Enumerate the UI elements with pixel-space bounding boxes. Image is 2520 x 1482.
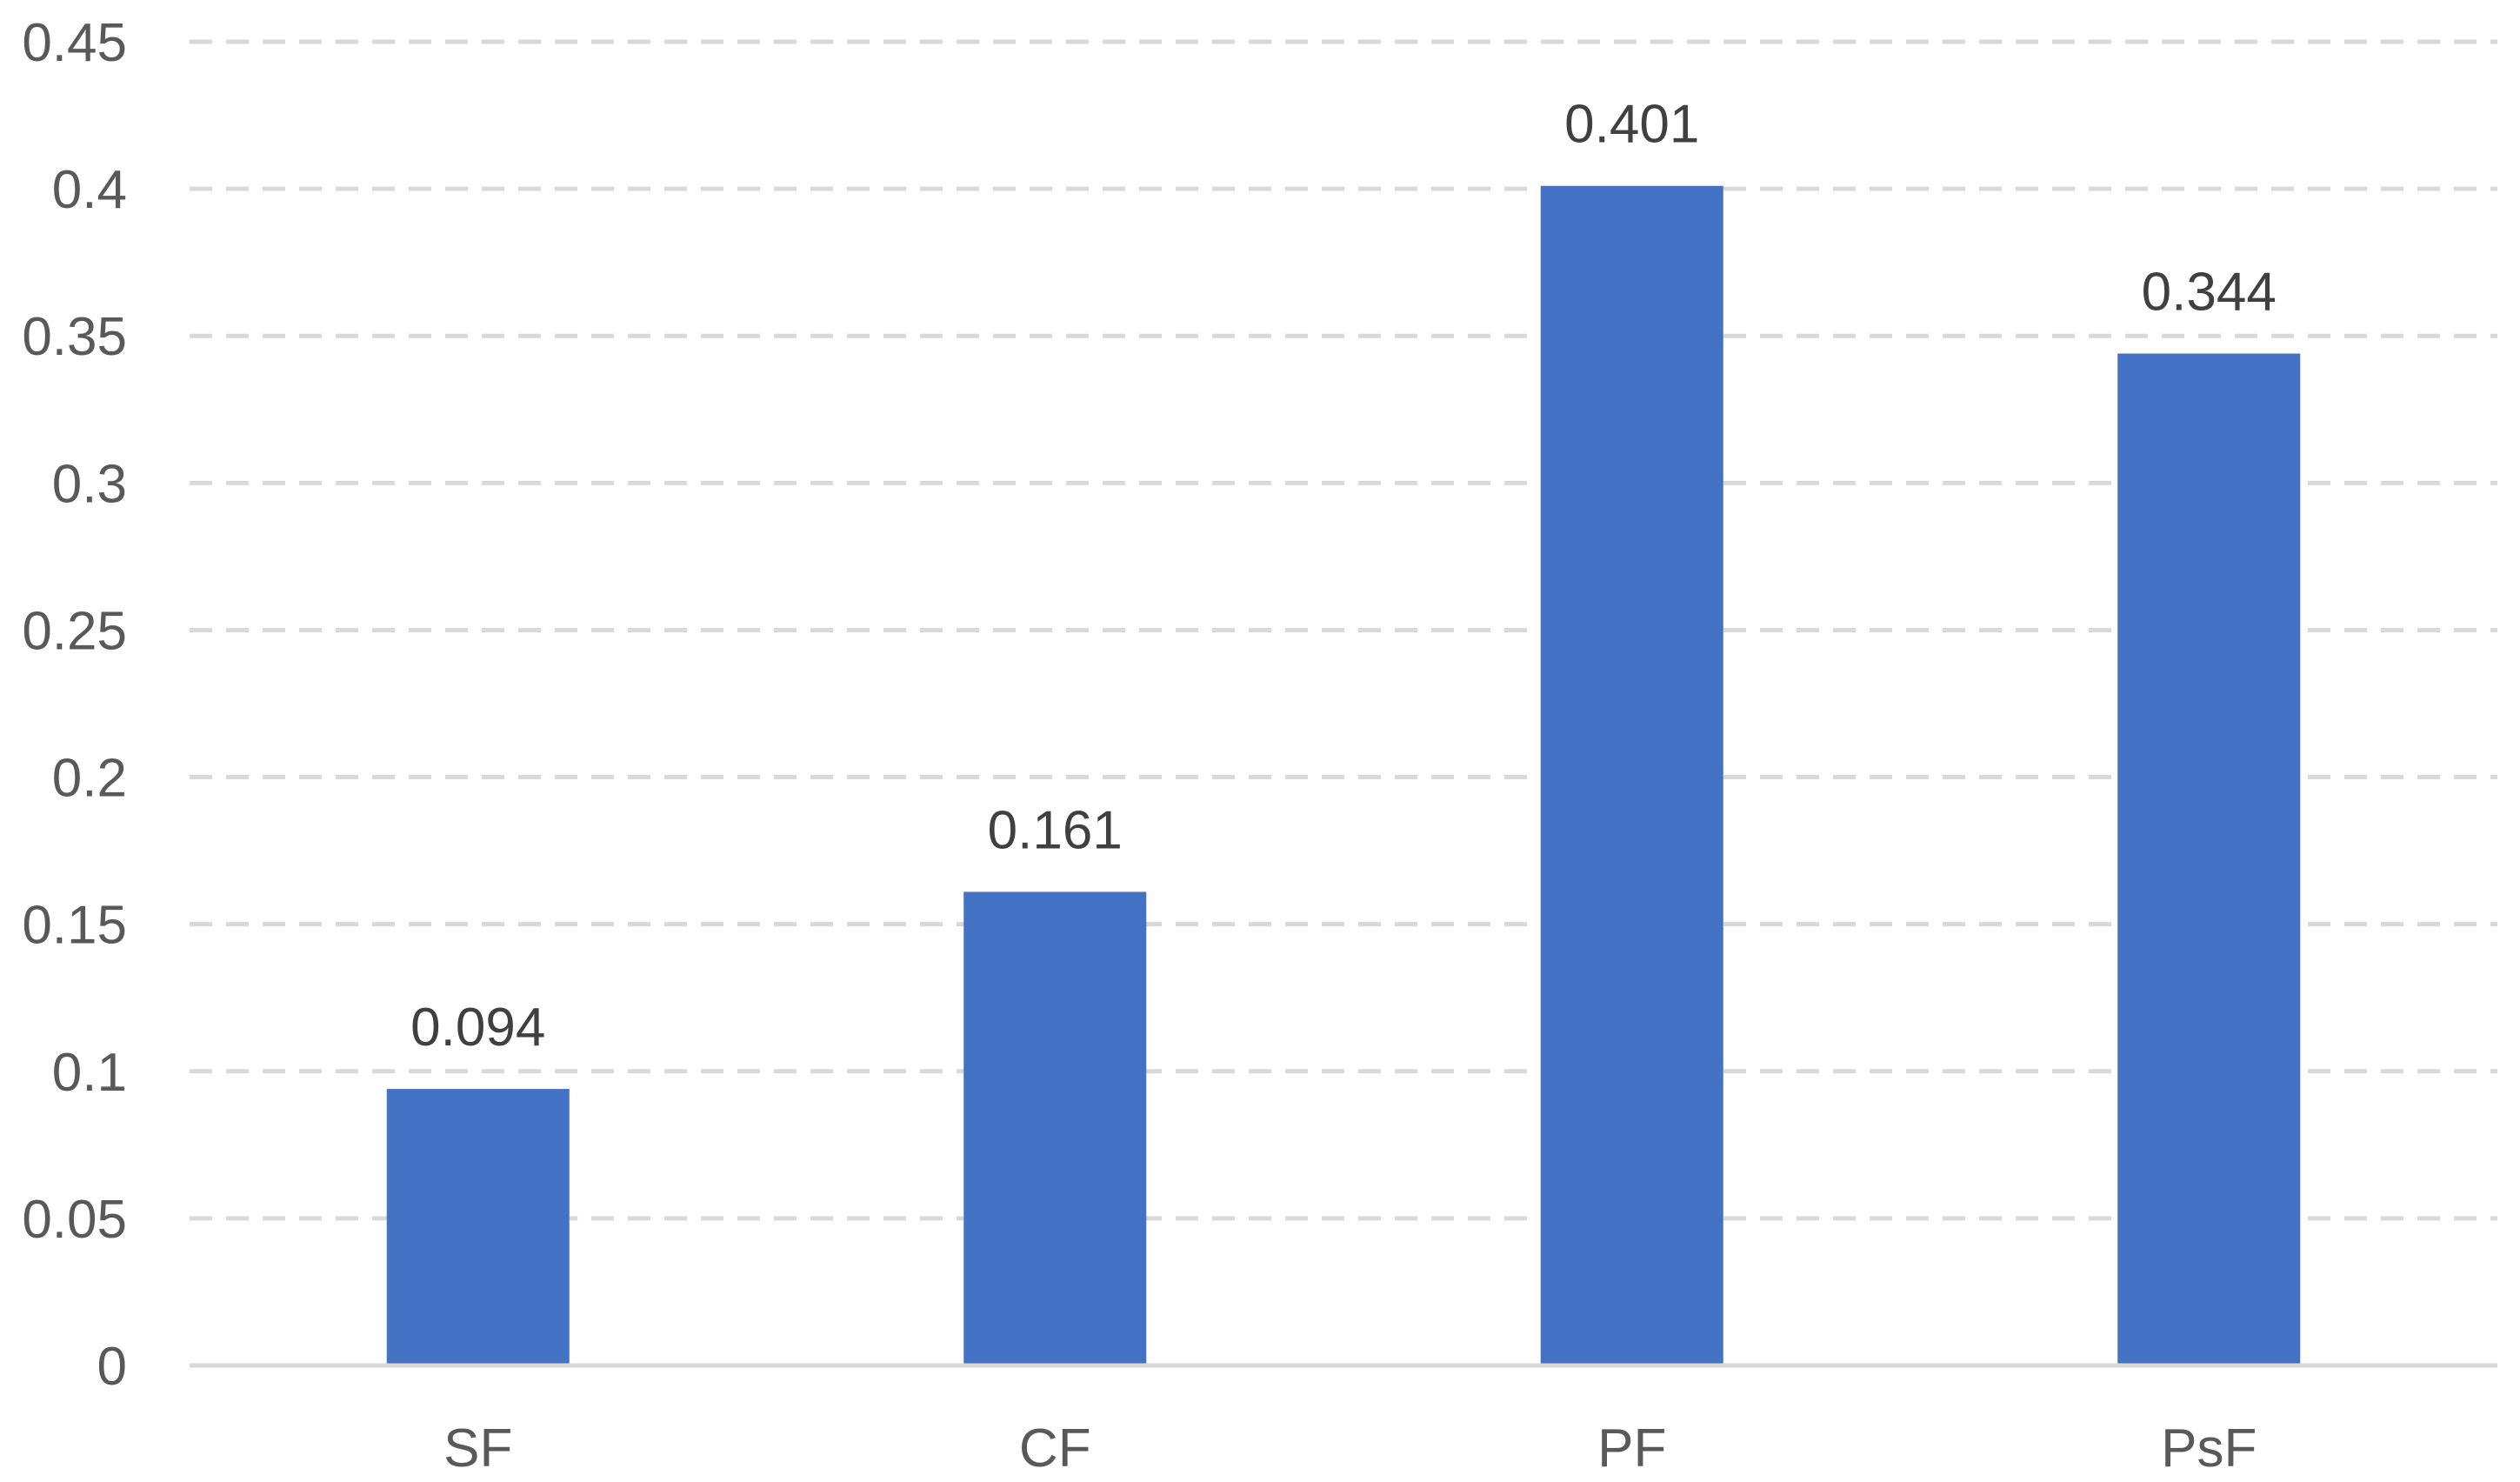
x-tick-label-cf: CF [1019,1419,1091,1479]
y-tick-label: 0.3 [52,454,127,514]
x-axis-category-labels: SF CF PF PsF [443,1419,2257,1479]
data-labels: 0.094 0.161 0.401 0.344 [410,95,2277,1058]
bar-pf [1540,185,1723,1365]
data-label-psf: 0.344 [2142,263,2277,323]
y-tick-label: 0.2 [52,749,127,809]
x-tick-label-psf: PsF [2161,1419,2257,1479]
x-tick-label-pf: PF [1597,1419,1666,1479]
y-tick-label: 0 [97,1337,127,1397]
bar-psf [2117,353,2301,1365]
y-tick-label: 0.05 [22,1190,127,1250]
y-tick-label: 0.1 [52,1043,127,1103]
bar-cf [963,891,1147,1365]
y-tick-label: 0.15 [22,896,127,956]
data-label-pf: 0.401 [1564,95,1699,155]
y-tick-label: 0.4 [52,160,127,220]
data-label-cf: 0.161 [988,800,1123,860]
y-tick-label: 0.35 [22,307,127,367]
bars [386,185,2301,1365]
y-axis-tick-labels: 0 0.05 0.1 0.15 0.2 0.25 0.3 0.35 0.4 0.45 [22,13,127,1397]
bar-sf [386,1089,570,1365]
data-label-sf: 0.094 [410,998,545,1058]
gridlines [190,39,2497,1221]
x-tick-label-sf: SF [443,1419,512,1479]
y-tick-label: 0.45 [22,13,127,73]
y-tick-label: 0.25 [22,601,127,661]
